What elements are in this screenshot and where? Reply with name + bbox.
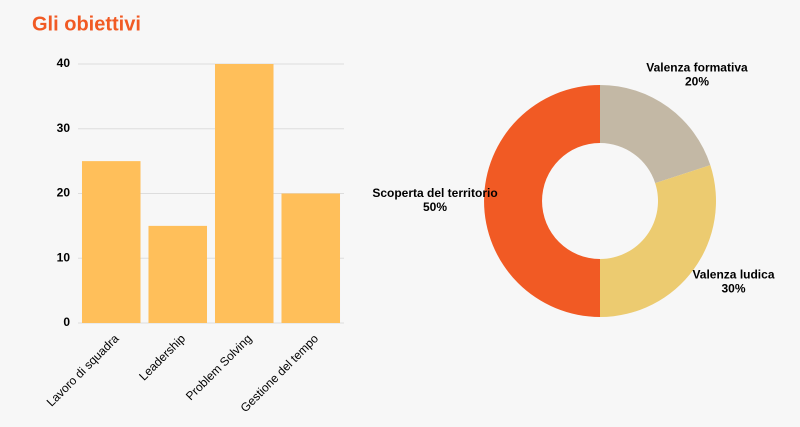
y-tick-label: 0: [63, 315, 70, 329]
slice-label: Scoperta del territorio: [372, 186, 497, 200]
y-tick-label: 40: [57, 56, 71, 70]
y-tick-label: 30: [57, 121, 71, 135]
slice-value-label: 50%: [423, 200, 447, 214]
slice-label: Valenza ludica: [692, 267, 774, 281]
donut-slice: [600, 85, 711, 184]
donut-slice: [600, 165, 716, 317]
page-title: Gli obiettivi: [32, 13, 141, 35]
bar: [81, 161, 141, 323]
bar: [148, 225, 208, 323]
slice-value-label: 30%: [721, 281, 745, 295]
bar: [281, 193, 341, 323]
y-tick-label: 10: [57, 250, 71, 264]
bar: [214, 64, 274, 323]
slice-label: Valenza formativa: [646, 61, 748, 75]
donut-slice: [484, 85, 600, 317]
slice-value-label: 20%: [685, 75, 709, 89]
y-tick-label: 20: [57, 186, 71, 200]
